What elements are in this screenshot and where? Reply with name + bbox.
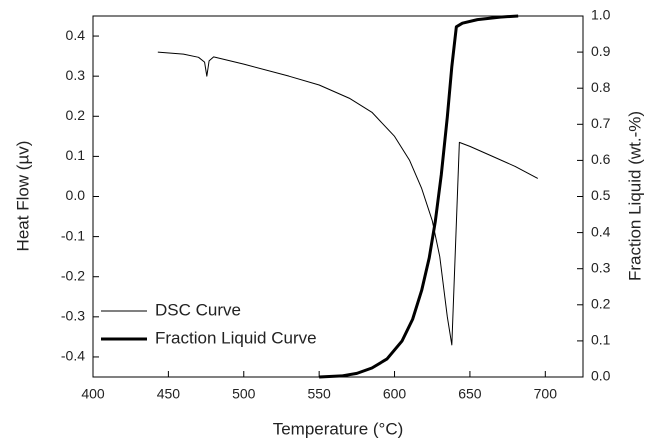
x-tick-label: 500 — [232, 386, 256, 402]
y2-tick-label: 0.3 — [591, 259, 611, 275]
y2-tick-label: 0.6 — [591, 151, 611, 167]
legend-label: DSC Curve — [155, 300, 241, 319]
legend-label: Fraction Liquid Curve — [155, 328, 317, 347]
x-tick-label: 450 — [157, 386, 181, 402]
x-tick-label: 650 — [458, 386, 482, 402]
y2-tick-label: 1.0 — [591, 7, 611, 23]
y2-tick-label: 0.1 — [591, 332, 611, 348]
y-tick-label: 0.4 — [66, 27, 86, 43]
y2-tick-label: 0.7 — [591, 115, 611, 131]
y-tick-label: 0.1 — [66, 147, 86, 163]
x-axis-title: Temperature (°C) — [273, 419, 404, 438]
y-tick-label: 0.3 — [66, 67, 86, 83]
y2-axis-title: Fraction Liquid (wt.-%) — [625, 111, 644, 281]
plot-frame — [92, 15, 584, 378]
y-tick-label: 0.2 — [66, 107, 86, 123]
y2-tick-label: 0.5 — [591, 187, 611, 203]
x-tick-label: 550 — [307, 386, 331, 402]
y-tick-label: 0.0 — [66, 187, 86, 203]
data-line — [157, 51, 539, 346]
y2-tick-label: 0.2 — [591, 296, 611, 312]
x-tick-label: 600 — [383, 386, 407, 402]
y2-tick-label: 0.9 — [591, 43, 611, 59]
y-tick-label: -0.4 — [61, 348, 85, 364]
y-tick-label: -0.2 — [61, 267, 85, 283]
y2-tick-label: 0.0 — [591, 368, 611, 384]
y2-tick-label: 0.4 — [591, 223, 611, 239]
y-tick-label: -0.1 — [61, 227, 85, 243]
y-tick-label: -0.3 — [61, 308, 85, 324]
data-line — [319, 14, 519, 379]
x-tick-label: 700 — [534, 386, 558, 402]
y-axis-title: Heat Flow (µv) — [13, 141, 32, 252]
y2-tick-label: 0.8 — [591, 79, 611, 95]
x-tick-label: 400 — [81, 386, 105, 402]
